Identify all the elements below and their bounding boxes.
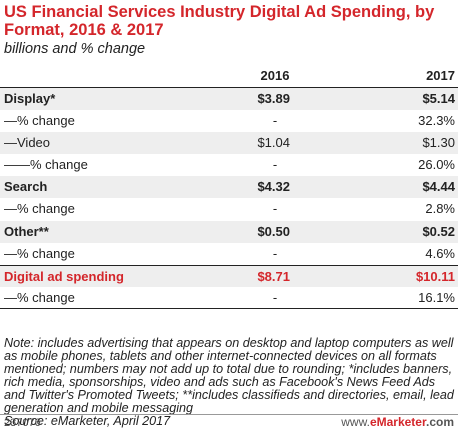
row-value-2016: - <box>272 289 278 305</box>
header-2016: 2016 <box>260 68 290 83</box>
row-label: ——% change <box>4 157 88 173</box>
row-value-2017: $10.11 <box>415 268 455 284</box>
chart-title: US Financial Services Industry Digital A… <box>4 3 435 39</box>
row-label: Other** <box>4 223 49 239</box>
header-2017: 2017 <box>426 68 455 83</box>
chart-id: 237076 <box>4 417 41 429</box>
site-prefix: www. <box>341 415 370 429</box>
site-brand: eMarketer <box>369 415 426 429</box>
row-value-2016: $8.71 <box>257 268 290 284</box>
row-label: Digital ad spending <box>4 268 124 284</box>
table-row: Display* $3.89 $5.14 <box>0 88 458 111</box>
row-value-2017: $0.52 <box>422 223 455 239</box>
row-value-2017: $5.14 <box>422 91 455 106</box>
table-row: Other** $0.50 $0.52 <box>0 220 458 243</box>
row-label: —% change <box>4 201 75 217</box>
row-value-2017: 16.1% <box>418 289 455 305</box>
table-row: —% change - 32.3% <box>0 110 458 132</box>
row-value-2017: 4.6% <box>425 245 455 261</box>
table-row: ——% change - 26.0% <box>0 154 458 176</box>
row-value-2016: $1.04 <box>257 135 290 151</box>
row-label: Display* <box>4 91 56 106</box>
row-label: —% change <box>4 113 75 129</box>
table-row: —% change - 4.6% <box>0 243 458 265</box>
row-value-2016: - <box>272 201 278 217</box>
source-text: Source: eMarketer, April 2017 <box>4 414 171 428</box>
row-value-2016: - <box>272 245 278 261</box>
row-label: —Video <box>4 135 51 151</box>
table-row: —% change - 2.8% <box>0 198 458 220</box>
row-label: Search <box>4 179 48 195</box>
row-value-2017: 32.3% <box>418 113 455 129</box>
table-row: —% change - 16.1% <box>0 287 458 309</box>
row-value-2017: $4.44 <box>422 179 455 195</box>
site-link[interactable]: www.eMarketer.com <box>341 415 454 429</box>
table-row: Search $4.32 $4.44 <box>0 176 458 199</box>
footer-divider <box>0 414 458 415</box>
data-table: 2016 2017 Display* $3.89 $5.14 —% change… <box>0 63 458 309</box>
row-label: —% change <box>4 289 75 305</box>
row-value-2016: $0.50 <box>257 223 290 239</box>
chart-note: Note: includes advertising that appears … <box>4 337 456 428</box>
table-header-row: 2016 2017 <box>0 63 458 88</box>
row-value-2016: - <box>272 113 278 129</box>
row-value-2017: 2.8% <box>425 201 455 217</box>
row-value-2016: $4.32 <box>257 179 290 195</box>
row-value-2017: 26.0% <box>418 157 455 173</box>
row-label: —% change <box>4 245 75 261</box>
row-value-2017: $1.30 <box>422 135 455 151</box>
table-row: —Video $1.04 $1.30 <box>0 132 458 155</box>
chart-subtitle: billions and % change <box>4 41 146 57</box>
table-row-total: Digital ad spending $8.71 $10.11 <box>0 264 458 287</box>
site-suffix: .com <box>425 415 454 429</box>
row-value-2016: $3.89 <box>257 91 290 106</box>
note-text: Note: includes advertising that appears … <box>4 336 454 415</box>
row-value-2016: - <box>272 157 278 173</box>
